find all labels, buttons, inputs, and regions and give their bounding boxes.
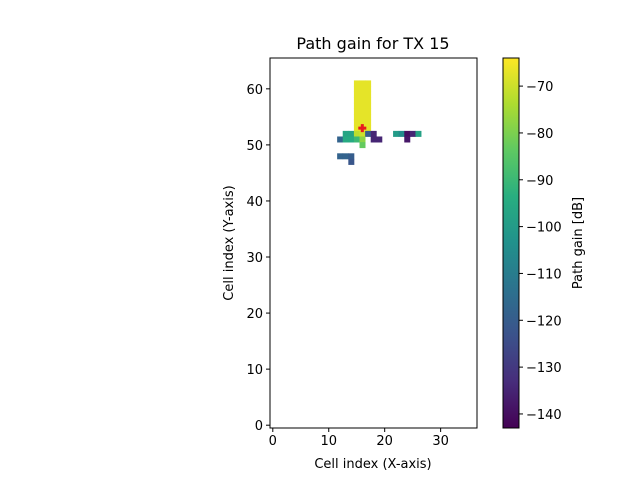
- transmitter-marker: [358, 124, 367, 133]
- heatmap-cell: [365, 97, 372, 104]
- heatmap-cell: [359, 102, 366, 109]
- heatmap-cell: [353, 102, 360, 109]
- heatmap-cell: [342, 136, 349, 143]
- heatmap-cell: [365, 80, 372, 87]
- heatmap-cell: [353, 86, 360, 93]
- colorbar-label: Path gain [dB]: [571, 197, 586, 289]
- heatmap-cell: [398, 130, 405, 137]
- colorbar-tick-label: −90: [526, 174, 553, 189]
- heatmap-cell: [359, 108, 366, 115]
- y-tick-label: 30: [246, 251, 263, 266]
- heatmap-cell: [337, 153, 344, 160]
- x-tick-label: 0: [269, 434, 277, 449]
- heatmap-cell: [404, 136, 411, 143]
- x-tick-label: 20: [376, 434, 393, 449]
- colorbar-tick-label: −70: [526, 80, 553, 95]
- heatmap-cell: [359, 86, 366, 93]
- heatmap-cell: [342, 130, 349, 137]
- heatmap-cell: [337, 136, 344, 143]
- heatmap-cell: [365, 86, 372, 93]
- colorbar-ticks: −70 −80 −90 −100 −110 −120 −130 −140: [519, 80, 562, 423]
- heatmap-cells: [337, 80, 422, 165]
- colorbar: [503, 58, 519, 428]
- transmitter-marker-layer: [358, 124, 367, 133]
- heatmap-cell: [365, 102, 372, 109]
- heatmap-cell: [353, 130, 360, 137]
- heatmap-cell: [359, 91, 366, 98]
- heatmap-cell: [393, 130, 400, 137]
- plot-frame: [269, 57, 478, 429]
- chart-title: Path gain for TX 15: [296, 34, 449, 53]
- heatmap-cell: [353, 114, 360, 121]
- colorbar-tick-label: −120: [526, 314, 562, 329]
- y-tick-label: 50: [246, 139, 263, 154]
- heatmap-cell: [415, 130, 422, 137]
- heatmap-cell: [353, 119, 360, 126]
- heatmap-cell: [365, 130, 372, 137]
- colorbar-tick-label: −140: [526, 408, 562, 423]
- y-tick-label: 60: [246, 83, 263, 98]
- heatmap-cell: [365, 114, 372, 121]
- heatmap-cell: [404, 130, 411, 137]
- colorbar-frame: [502, 57, 520, 429]
- heatmap-cell: [353, 91, 360, 98]
- heatmap-cell: [370, 130, 377, 137]
- heatmap-cell: [348, 158, 355, 165]
- x-axis-label: Cell index (X-axis): [314, 457, 431, 472]
- heatmap-cell: [353, 80, 360, 87]
- heatmap-cell: [376, 136, 383, 143]
- x-axis-ticks: 0 10 20 30: [269, 428, 449, 449]
- y-tick-label: 0: [255, 419, 263, 434]
- heatmap-cell: [348, 136, 355, 143]
- y-tick-label: 20: [246, 307, 263, 322]
- heatmap-cell: [353, 136, 360, 143]
- heatmap-cell: [353, 125, 360, 132]
- y-axis-label: Cell index (Y-axis): [222, 185, 237, 300]
- heatmap-cell: [359, 136, 366, 143]
- y-tick-label: 10: [246, 363, 263, 378]
- heatmap-cell: [409, 130, 416, 137]
- heatmap-cell: [370, 136, 377, 143]
- heatmap-cell: [359, 97, 366, 104]
- heatmap-cell: [359, 114, 366, 121]
- colorbar-tick-label: −130: [526, 361, 562, 376]
- heatmap-cell: [348, 130, 355, 137]
- colorbar-tick-label: −100: [526, 221, 562, 236]
- heatmap-cell: [353, 108, 360, 115]
- x-tick-label: 30: [432, 434, 449, 449]
- heatmap-cell: [348, 153, 355, 160]
- heatmap-cell: [359, 119, 366, 126]
- heatmap-cell: [365, 108, 372, 115]
- colorbar-tick-label: −80: [526, 127, 553, 142]
- y-axis-ticks: 0 10 20 30 40 50 60: [246, 83, 270, 434]
- x-tick-label: 10: [320, 434, 337, 449]
- heatmap-cell: [359, 142, 366, 149]
- colorbar-tick-label: −110: [526, 267, 562, 282]
- heatmap-cell: [365, 91, 372, 98]
- heatmap-cell: [365, 119, 372, 126]
- heatmap-cell: [359, 130, 366, 137]
- y-tick-label: 40: [246, 195, 263, 210]
- heatmap-cell: [359, 80, 366, 87]
- heatmap-cell: [342, 153, 349, 160]
- heatmap-cell: [353, 97, 360, 104]
- heatmap-cell: [365, 125, 372, 132]
